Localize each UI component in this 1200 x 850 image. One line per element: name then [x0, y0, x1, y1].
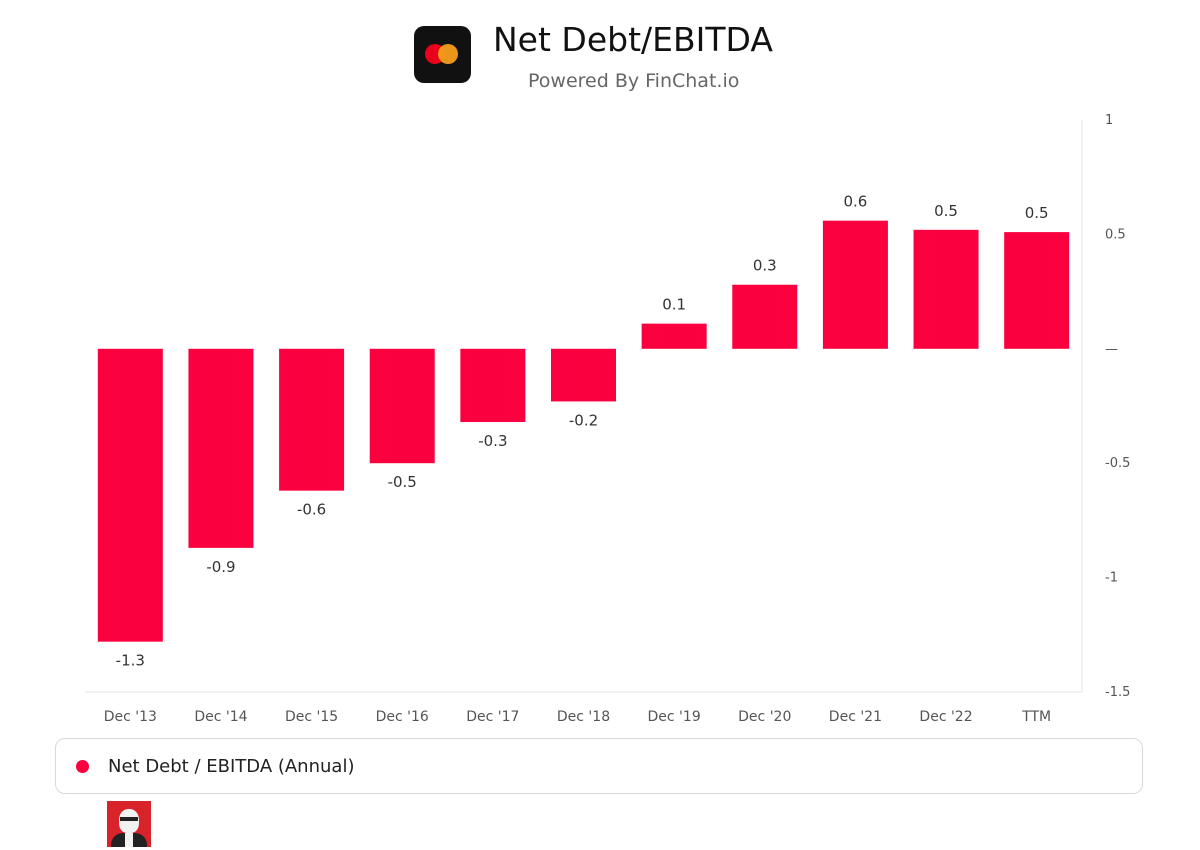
x-tick-label: Dec '19 [648, 709, 701, 725]
avatar-head [119, 809, 139, 833]
bar [551, 348, 616, 402]
data-label: 0.6 [843, 193, 867, 211]
chart-subtitle: Powered By FinChat.io [528, 70, 740, 92]
bar [822, 220, 888, 349]
chart-title: Net Debt/EBITDA [493, 20, 773, 59]
data-label: 0.1 [662, 296, 686, 314]
data-label: -0.5 [388, 473, 417, 491]
bar [97, 348, 163, 642]
x-tick-label: Dec '16 [376, 709, 429, 725]
x-tick-label: TTM [1021, 709, 1051, 725]
avatar-glasses [120, 817, 138, 821]
y-tick-label: 0.5 [1105, 227, 1126, 242]
x-tick-label: Dec '22 [919, 709, 972, 725]
bar [369, 348, 435, 464]
x-tick-label: Dec '14 [194, 709, 247, 725]
bar [1004, 232, 1070, 349]
legend-marker [76, 760, 89, 773]
legend: Net Debt / EBITDA (Annual) [55, 738, 1143, 794]
x-tick-label: Dec '17 [466, 709, 519, 725]
data-label: 0.3 [753, 257, 777, 275]
x-tick-label: Dec '13 [104, 709, 157, 725]
bar [188, 348, 254, 548]
x-tick-label: Dec '15 [285, 709, 338, 725]
bar [641, 323, 707, 349]
y-tick-label: — [1105, 342, 1118, 357]
x-tick-label: Dec '20 [738, 709, 791, 725]
legend-label: Net Debt / EBITDA (Annual) [108, 756, 355, 777]
bar [913, 229, 979, 349]
avatar-collar [125, 833, 133, 847]
y-tick-label: -1.5 [1105, 685, 1130, 700]
y-tick-label: -0.5 [1105, 456, 1130, 471]
x-tick-label: Dec '21 [829, 709, 882, 725]
bar [279, 348, 345, 491]
data-label: 0.5 [1025, 204, 1049, 222]
mastercard-logo-icon [414, 26, 471, 83]
y-tick-label: 1 [1105, 113, 1113, 128]
data-label: -1.3 [116, 652, 145, 670]
bar-chart: 1 0.5 — -0.5 -1 -1.5 -1.3 Dec '13 -0.9 Dec '14 -0.… [85, 113, 1130, 725]
y-tick-label: -1 [1105, 571, 1118, 586]
x-tick-label: Dec '18 [557, 709, 610, 725]
data-label: -0.6 [297, 501, 326, 519]
data-label: -0.2 [569, 411, 598, 429]
bar [732, 284, 798, 349]
chart-header: Net Debt/EBITDA Powered By FinChat.io [0, 0, 1200, 110]
data-label: 0.5 [934, 202, 958, 220]
logo-orange-circle [438, 44, 458, 64]
data-label: -0.3 [478, 432, 507, 450]
bar [460, 348, 526, 423]
avatar-icon [107, 801, 151, 847]
data-label: -0.9 [206, 558, 235, 576]
